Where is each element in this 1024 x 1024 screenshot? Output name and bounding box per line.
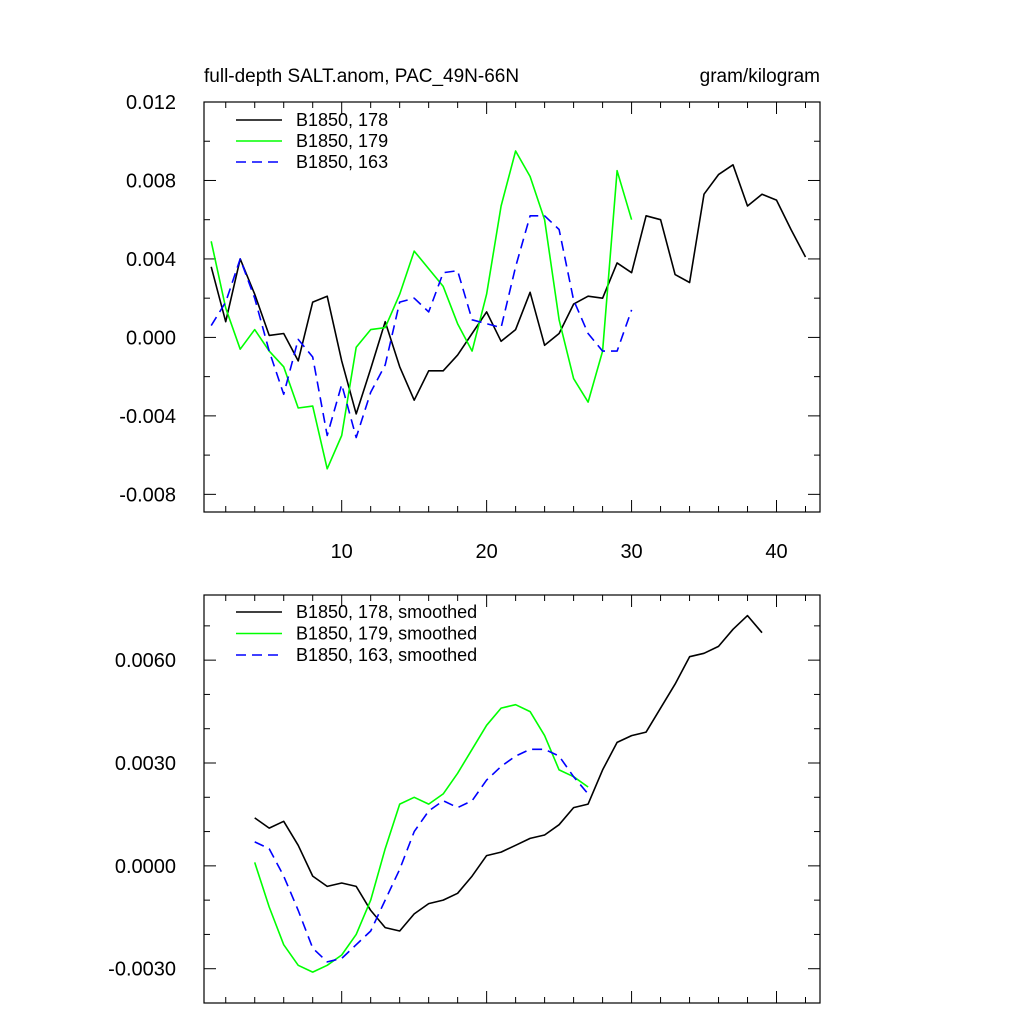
series-line-3 bbox=[210, 215, 633, 439]
y-tick-label: -0.008 bbox=[119, 484, 176, 506]
x-tick-label: 20 bbox=[476, 541, 498, 563]
y-tick-label: 0.004 bbox=[126, 249, 176, 271]
plot-frame bbox=[203, 101, 821, 513]
chart-panel-1: 10 20 30 40 0.012 0.008 0.004 0.000 -0.004 -0.008… bbox=[119, 66, 821, 563]
legend-label: B1850, 179, smoothed bbox=[296, 624, 477, 644]
legend-label: B1850, 178 bbox=[296, 110, 388, 130]
series-line-1 bbox=[210, 164, 807, 415]
y-tick-label: 0.008 bbox=[126, 170, 176, 192]
legend-label: B1850, 163 bbox=[296, 152, 388, 172]
series-line-3 bbox=[254, 748, 589, 963]
y-tick-label: 0.0000 bbox=[115, 856, 176, 878]
y-tick-label: -0.0030 bbox=[108, 959, 176, 981]
y-tick-label: 0.012 bbox=[126, 92, 176, 114]
y-tick-label: 0.0030 bbox=[115, 753, 176, 775]
series-line-2 bbox=[210, 150, 633, 470]
series-line-2 bbox=[253, 703, 589, 973]
chart-panel-2: 0.0060 0.0030 0.0000 -0.0030 B1850, 178, smo… bbox=[108, 594, 821, 1004]
y-tick-label: 0.0060 bbox=[115, 650, 176, 672]
y-tick-label: 0.000 bbox=[126, 327, 176, 349]
chart-units: gram/kilogram bbox=[700, 66, 820, 87]
legend-label: B1850, 163, smoothed bbox=[296, 645, 477, 665]
plot-frame bbox=[203, 594, 821, 1004]
x-tick-label: 10 bbox=[331, 541, 353, 563]
y-tick-label: -0.004 bbox=[119, 406, 176, 428]
series-line-1 bbox=[254, 614, 763, 932]
x-tick-label: 30 bbox=[620, 541, 642, 563]
x-tick-label: 40 bbox=[765, 541, 787, 563]
chart-title: full-depth SALT.anom, PAC_49N-66N bbox=[204, 66, 519, 87]
legend-label: B1850, 179 bbox=[296, 131, 388, 151]
legend-label: B1850, 178, smoothed bbox=[296, 602, 477, 622]
